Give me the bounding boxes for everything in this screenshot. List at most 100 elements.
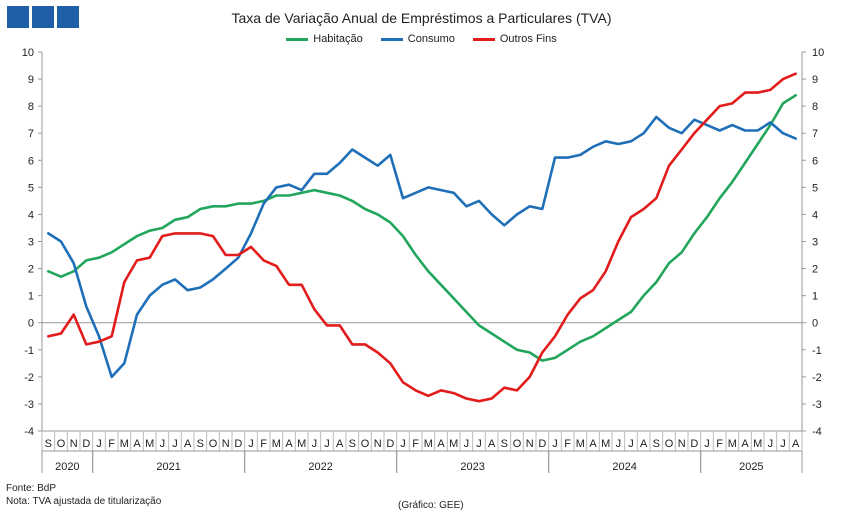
x-tick-label: O xyxy=(57,438,66,450)
x-tick-label: N xyxy=(526,438,534,450)
x-tick-label: J xyxy=(324,438,330,450)
x-tick-label: O xyxy=(665,438,674,450)
x-tick-label: F xyxy=(412,438,419,450)
x-tick-label: M xyxy=(449,438,458,450)
y-tick-label-right: 0 xyxy=(812,318,818,330)
x-tick-label: S xyxy=(349,438,356,450)
y-tick-label-right: 9 xyxy=(812,74,818,86)
x-tick-label: N xyxy=(222,438,230,450)
x-tick-label: S xyxy=(197,438,204,450)
x-tick-label: M xyxy=(297,438,306,450)
x-tick-label: J xyxy=(248,438,254,450)
x-tick-label: J xyxy=(616,438,622,450)
year-label: 2023 xyxy=(460,461,484,473)
year-label: 2022 xyxy=(308,461,332,473)
x-tick-label: A xyxy=(488,438,496,450)
x-tick-label: S xyxy=(45,438,52,450)
legend-item-consumo: Consumo xyxy=(380,33,455,45)
x-tick-label: O xyxy=(209,438,218,450)
legend-label: Habitação xyxy=(313,33,363,45)
x-tick-label: F xyxy=(564,438,571,450)
year-label: 2021 xyxy=(156,461,180,473)
x-tick-label: J xyxy=(312,438,318,450)
y-tick-label: 1 xyxy=(28,291,34,303)
x-tick-label: N xyxy=(374,438,382,450)
y-tick-label-right: -2 xyxy=(812,372,822,384)
x-tick-label: A xyxy=(792,438,800,450)
x-tick-label: J xyxy=(160,438,166,450)
y-tick-label: 6 xyxy=(28,155,34,167)
y-tick-label-right: -4 xyxy=(812,426,822,438)
x-tick-label: A xyxy=(184,438,192,450)
y-tick-label-right: 4 xyxy=(812,209,818,221)
x-tick-label: J xyxy=(780,438,786,450)
chart-title: Taxa de Variação Anual de Empréstimos a … xyxy=(231,10,612,26)
x-tick-label: D xyxy=(82,438,90,450)
year-label: 2025 xyxy=(739,461,763,473)
x-tick-label: A xyxy=(336,438,344,450)
x-tick-label: J xyxy=(96,438,102,450)
x-tick-label: S xyxy=(653,438,660,450)
x-tick-label: J xyxy=(552,438,558,450)
x-tick-label: J xyxy=(704,438,710,450)
y-tick-label: -2 xyxy=(24,372,34,384)
year-label: 2020 xyxy=(55,461,79,473)
year-label: 2024 xyxy=(612,461,636,473)
x-tick-label: A xyxy=(285,438,293,450)
x-tick-label: N xyxy=(70,438,78,450)
brand-logo xyxy=(7,6,79,28)
chart-credit: (Gráfico: GEE) xyxy=(398,500,464,511)
y-tick-label-right: -1 xyxy=(812,345,822,357)
x-tick-label: D xyxy=(234,438,242,450)
x-tick-label: M xyxy=(753,438,762,450)
y-tick-label: 3 xyxy=(28,237,34,249)
legend-label: Consumo xyxy=(407,33,455,45)
x-tick-label: D xyxy=(690,438,698,450)
x-tick-label: M xyxy=(145,438,154,450)
y-tick-label: -1 xyxy=(24,345,34,357)
x-tick-label: A xyxy=(741,438,749,450)
legend-item-habitacao: Habitação xyxy=(286,33,363,45)
y-tick-label: 7 xyxy=(28,128,34,140)
chart-legend: Habitação Consumo Outros Fins xyxy=(0,33,843,45)
legend-label: Outros Fins xyxy=(499,33,557,45)
x-tick-label: N xyxy=(678,438,686,450)
y-tick-label-right: 7 xyxy=(812,128,818,140)
legend-item-outros-fins: Outros Fins xyxy=(472,33,557,45)
y-tick-label: 9 xyxy=(28,74,34,86)
x-tick-label: D xyxy=(538,438,546,450)
logo-block xyxy=(7,6,29,28)
y-tick-label: 4 xyxy=(28,209,34,221)
legend-swatch xyxy=(380,37,403,41)
y-tick-label-right: -3 xyxy=(812,399,822,411)
y-tick-label-right: 2 xyxy=(812,264,818,276)
x-tick-label: A xyxy=(589,438,597,450)
x-tick-label: O xyxy=(513,438,522,450)
x-tick-label: M xyxy=(728,438,737,450)
x-tick-label: M xyxy=(120,438,129,450)
x-tick-label: O xyxy=(361,438,370,450)
y-tick-label-right: 3 xyxy=(812,237,818,249)
y-tick-label: 2 xyxy=(28,264,34,276)
x-tick-label: D xyxy=(386,438,394,450)
y-tick-label-right: 1 xyxy=(812,291,818,303)
y-tick-label: 8 xyxy=(28,101,34,113)
x-tick-label: F xyxy=(716,438,723,450)
legend-swatch xyxy=(472,37,495,41)
x-tick-label: F xyxy=(108,438,115,450)
y-tick-label: 5 xyxy=(28,182,34,194)
y-tick-label-right: 8 xyxy=(812,101,818,113)
y-tick-label: 0 xyxy=(28,318,34,330)
y-tick-label: -4 xyxy=(24,426,34,438)
y-tick-label-right: 5 xyxy=(812,182,818,194)
x-tick-label: J xyxy=(476,438,482,450)
series-line-habitacao xyxy=(46,94,798,362)
x-tick-label: J xyxy=(172,438,178,450)
y-tick-label-right: 6 xyxy=(812,155,818,167)
series-line-outros-fins xyxy=(46,72,798,403)
x-tick-label: A xyxy=(133,438,141,450)
source-note: Fonte: BdP xyxy=(6,483,57,494)
x-tick-label: M xyxy=(601,438,610,450)
x-tick-label: S xyxy=(501,438,508,450)
